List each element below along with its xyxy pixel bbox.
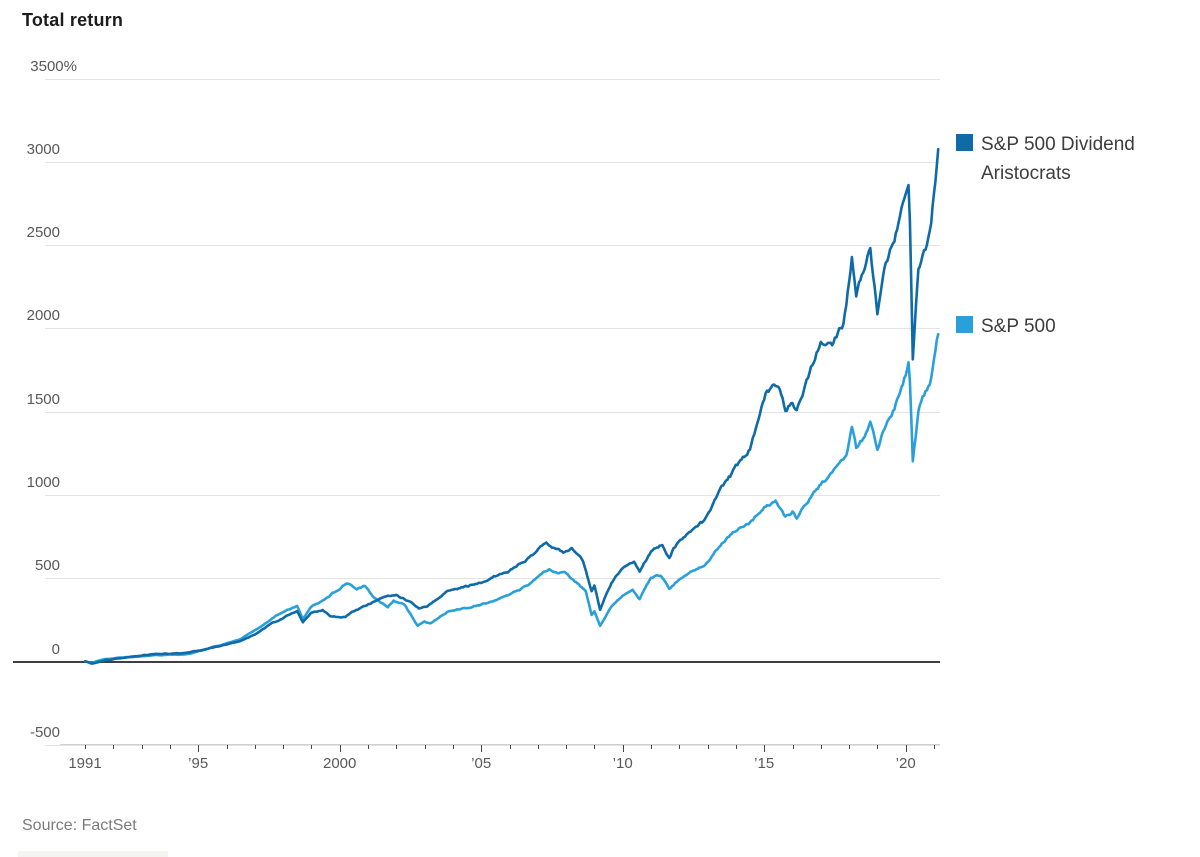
x-axis-tick xyxy=(877,745,879,749)
legend-label-sp500: S&P 500 xyxy=(981,316,1056,337)
zero-line xyxy=(13,660,940,663)
gridline xyxy=(45,744,940,746)
series-line-aristocrats xyxy=(83,147,940,665)
x-axis-tick xyxy=(594,745,596,749)
x-axis-tick xyxy=(396,745,398,749)
x-axis-tick-label: ’20 xyxy=(895,755,916,772)
y-axis-tick-label: 2000 xyxy=(26,307,60,325)
x-axis-tick xyxy=(509,745,511,749)
gridline xyxy=(45,245,940,247)
x-axis-tick xyxy=(226,745,228,749)
x-axis-tick xyxy=(735,745,737,749)
x-axis-tick xyxy=(283,745,285,749)
x-axis-tick xyxy=(452,745,454,749)
x-axis-tick xyxy=(849,745,851,749)
x-axis-tick xyxy=(679,745,681,749)
x-axis-tick xyxy=(169,745,171,749)
x-axis-tick xyxy=(764,745,766,752)
y-axis-tick-label: 3500% xyxy=(30,57,77,75)
legend-label-aristocrats: S&P 500 Dividend Aristocrats xyxy=(981,134,1135,184)
x-axis-tick-label: ’15 xyxy=(754,755,775,772)
gridline xyxy=(45,411,940,413)
x-axis-tick xyxy=(141,745,143,749)
legend-item-sp500: S&P 500 xyxy=(956,312,1056,341)
x-axis-tick xyxy=(424,745,426,749)
y-axis-tick-label: 0 xyxy=(51,640,60,658)
x-axis-tick xyxy=(566,745,568,749)
x-axis-tick xyxy=(934,745,935,749)
x-axis-tick xyxy=(198,745,200,752)
x-axis-tick xyxy=(905,745,907,752)
y-axis-tick-label: -500 xyxy=(29,723,60,741)
legend-swatch-sp500 xyxy=(956,316,973,333)
x-axis-tick xyxy=(651,745,652,749)
x-axis-tick xyxy=(537,745,539,749)
series-line-sp500 xyxy=(83,332,940,664)
x-axis-tick xyxy=(311,745,313,749)
cropped-text-sliver xyxy=(18,851,168,857)
gridline xyxy=(45,328,940,330)
legend-swatch-aristocrats xyxy=(956,134,973,151)
x-axis-tick xyxy=(792,745,794,749)
source-note: Source: FactSet xyxy=(22,817,137,834)
x-axis-tick-label: 2000 xyxy=(323,755,357,772)
y-axis-tick-label: 2500 xyxy=(26,224,60,242)
y-axis-tick-label: 1500 xyxy=(26,390,60,408)
x-axis-tick-label: ’10 xyxy=(612,755,633,772)
y-axis-tick-label: 1000 xyxy=(26,473,60,491)
x-axis-tick xyxy=(481,745,483,752)
y-axis-tick-label: 500 xyxy=(34,557,60,575)
chart-title: Total return xyxy=(22,10,124,30)
x-axis-tick-label: ’05 xyxy=(471,755,492,772)
legend-item-aristocrats: S&P 500 Dividend Aristocrats xyxy=(956,130,1194,188)
x-axis-tick-label: 1991 xyxy=(68,755,102,772)
y-axis-tick-label: 3000 xyxy=(26,140,60,158)
x-axis-tick xyxy=(85,745,86,749)
x-axis-tick xyxy=(707,745,709,749)
gridline xyxy=(45,494,940,496)
x-axis-tick xyxy=(113,745,115,749)
gridline xyxy=(45,78,940,80)
gridline xyxy=(45,161,940,163)
x-axis-tick xyxy=(820,745,822,749)
x-axis-tick xyxy=(622,745,624,752)
x-axis-tick xyxy=(368,745,369,749)
x-axis-tick xyxy=(339,745,341,752)
x-axis-tick xyxy=(254,745,256,749)
x-axis-tick-label: ’95 xyxy=(188,755,209,772)
x-axis-line xyxy=(60,744,940,745)
